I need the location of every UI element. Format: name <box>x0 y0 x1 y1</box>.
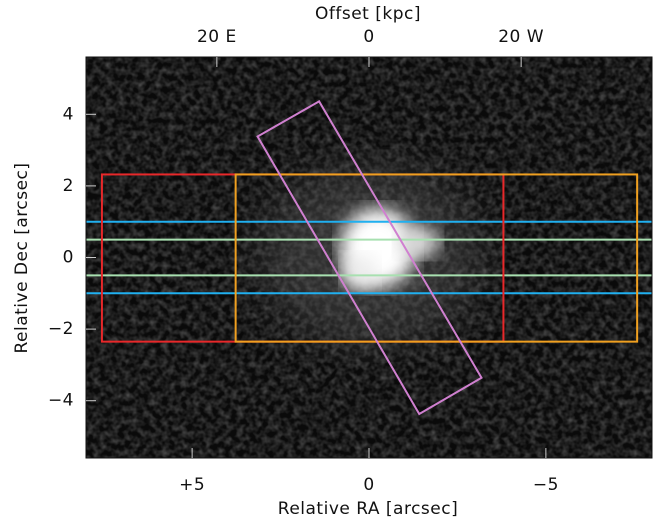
y-tick-label: −4 <box>48 391 74 411</box>
x2-tick-label: 0 <box>363 27 374 47</box>
sky-image <box>86 57 652 458</box>
slit-polygon <box>256 100 483 416</box>
aperture-box <box>234 173 639 343</box>
overlays <box>86 100 652 416</box>
x-axis-label: Relative RA [arcsec] <box>278 499 458 519</box>
y-tick-label: 4 <box>63 104 74 124</box>
y-tick-label: −2 <box>48 319 74 339</box>
x-tick-label: 0 <box>363 475 374 495</box>
top-axis-label: Offset [kpc] <box>315 4 421 24</box>
y-axis-label: Relative Dec [arcsec] <box>12 162 32 353</box>
x2-tick-label: 20 W <box>498 27 544 47</box>
x-tick-label: −5 <box>533 475 559 495</box>
y-tick-label: 2 <box>63 176 74 196</box>
x-tick-label: +5 <box>179 475 205 495</box>
y-tick-label: 0 <box>63 248 74 268</box>
x2-tick-label: 20 E <box>197 27 237 47</box>
